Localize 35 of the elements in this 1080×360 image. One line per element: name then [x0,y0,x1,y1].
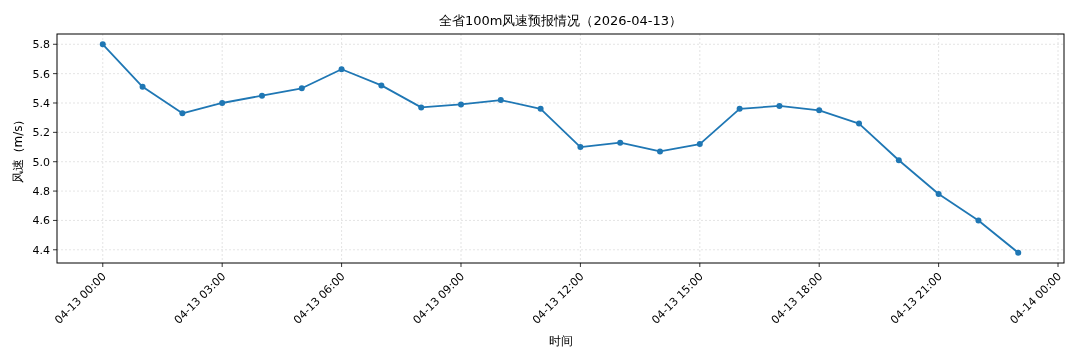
y-tick-label: 5.0 [32,155,50,169]
y-axis-title: 风速（m/s） [11,113,25,184]
point [298,85,305,92]
point [338,66,345,73]
y-tick-label: 5.6 [32,67,50,81]
y-tick-label: 5.8 [32,38,50,52]
y-tick-label: 5.2 [32,126,50,140]
point [577,144,584,151]
point [139,83,146,90]
point [816,107,823,114]
y-tick-label: 5.4 [32,96,50,110]
point [1015,249,1022,256]
point [975,217,982,224]
point [696,141,703,148]
point [99,41,106,48]
point [895,157,902,164]
y-tick-label: 4.6 [32,214,50,228]
point [856,120,863,127]
point [537,105,544,112]
point [657,148,664,155]
point [497,97,504,104]
point [378,82,385,89]
point [617,139,624,146]
point [935,191,942,198]
point [776,102,783,109]
y-tick-label: 4.4 [32,243,50,257]
point [258,92,265,99]
x-axis-title: 时间 [548,334,573,348]
point [418,104,425,111]
point [736,105,743,112]
point [219,99,226,106]
point [179,110,186,117]
point [457,101,464,108]
chart-title: 全省100m风速预报情况（2026-04-13） [438,13,683,28]
y-tick-label: 4.8 [32,185,50,199]
